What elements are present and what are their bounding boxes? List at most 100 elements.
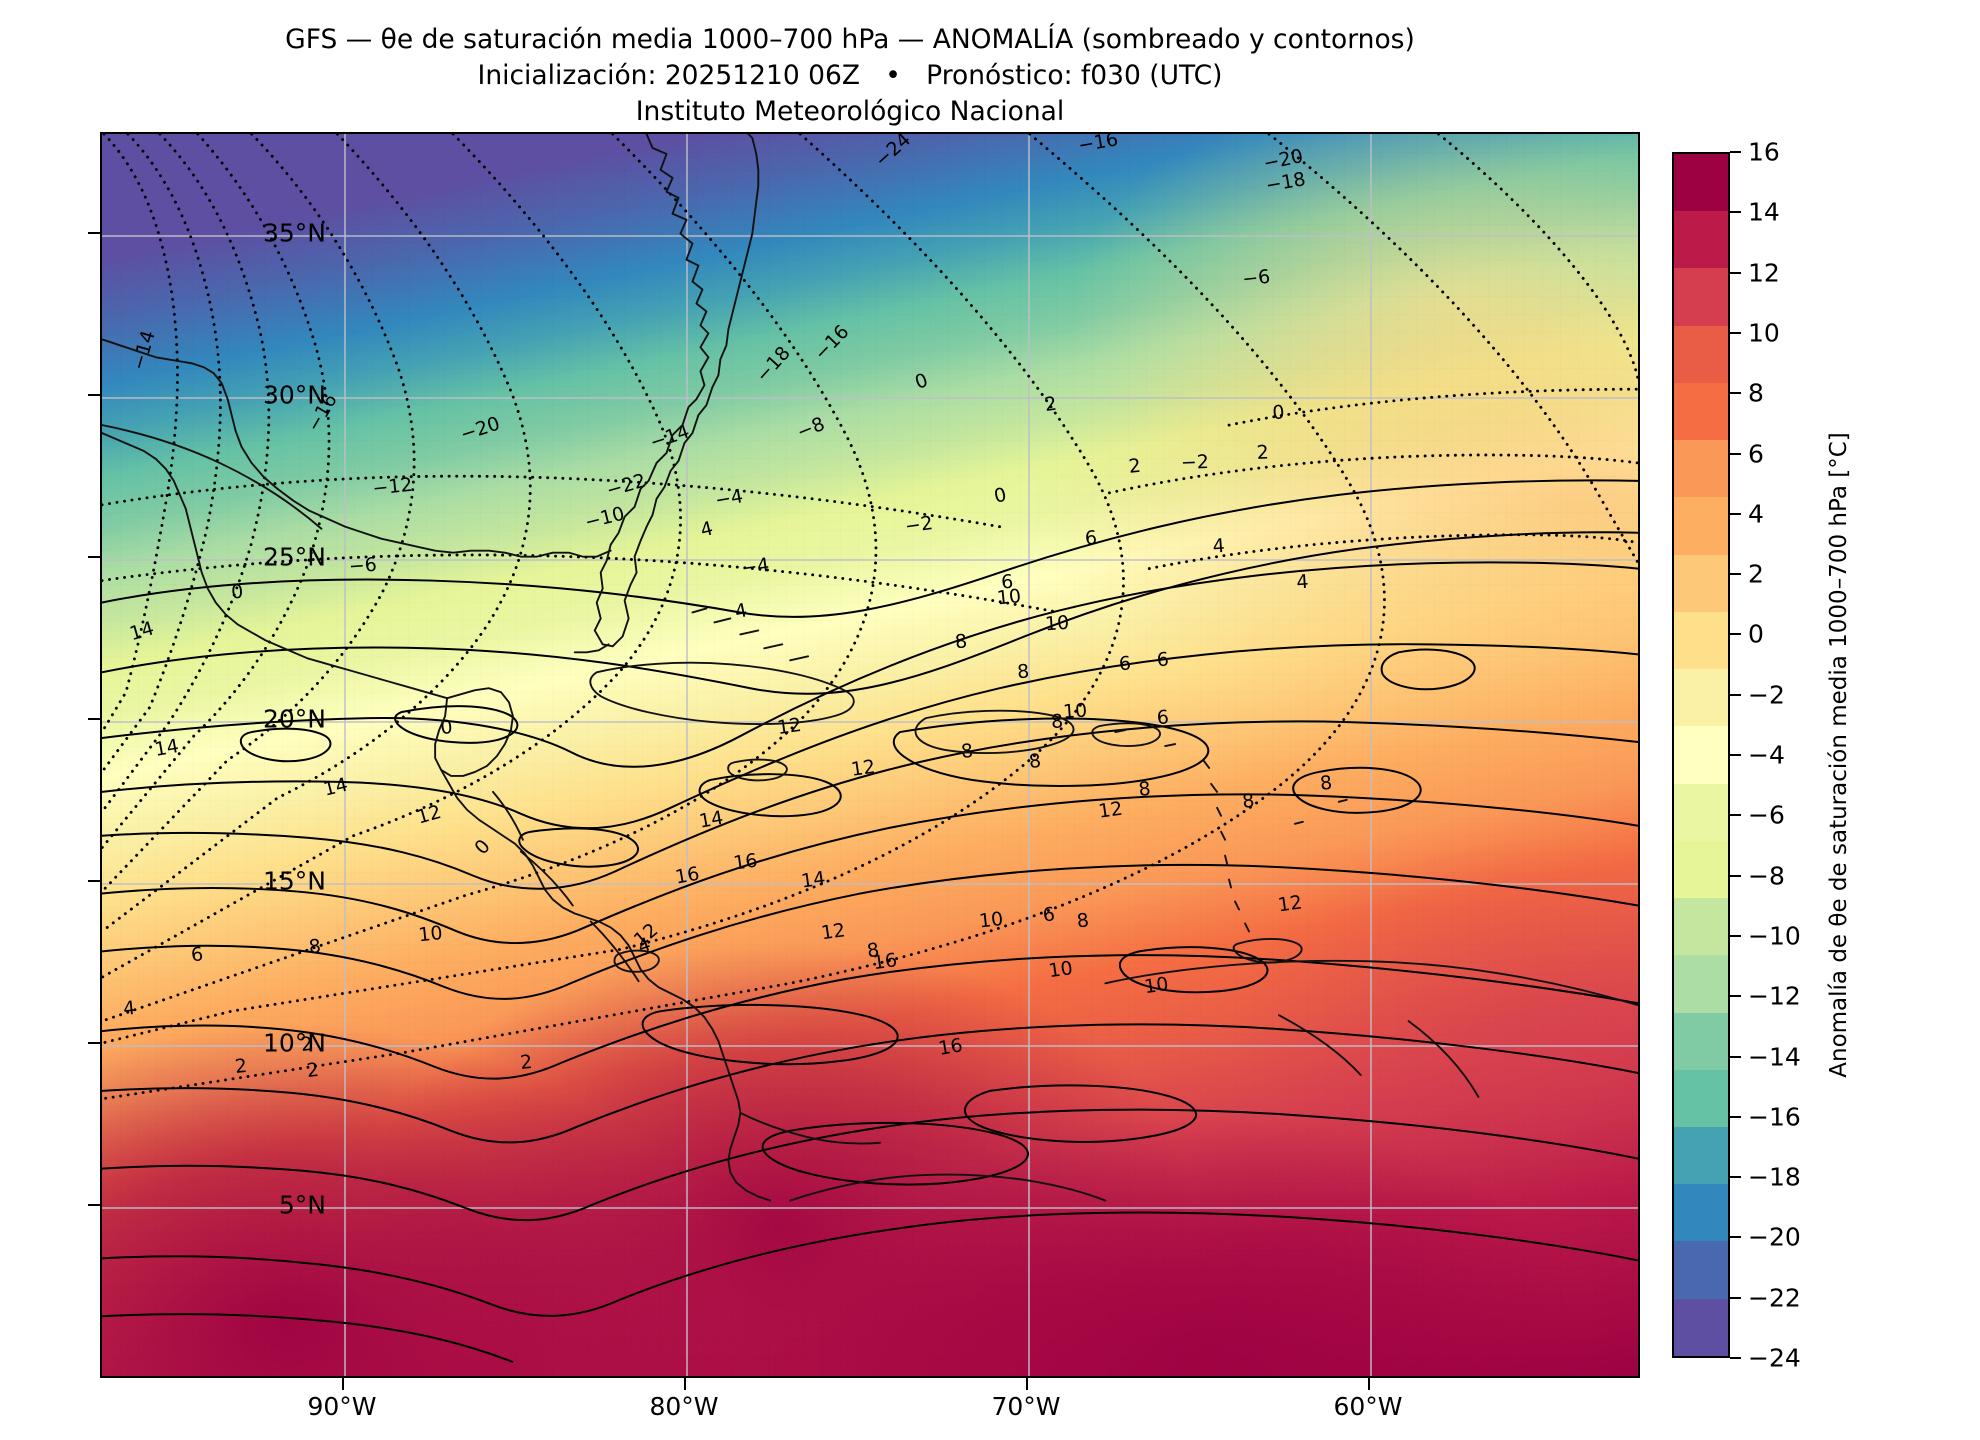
colorbar-tick-mark--24 xyxy=(1730,1357,1741,1359)
colorbar-tick-mark--6 xyxy=(1730,814,1741,817)
colorbar-tick-mark--4 xyxy=(1730,754,1741,756)
ytick-mark-35n xyxy=(88,232,100,234)
colorbar-tick-mark-8 xyxy=(1730,392,1741,395)
colorbar-gradient xyxy=(1674,154,1728,1356)
ytick-mark-10n xyxy=(88,1042,100,1044)
colorbar-tick-mark--18 xyxy=(1730,1176,1741,1179)
colorbar-swatch-10 xyxy=(1674,726,1728,784)
colorbar-tick-mark-10 xyxy=(1730,331,1741,334)
colorbar-tick-mark--16 xyxy=(1730,1115,1741,1118)
colorbar-tick-mark--14 xyxy=(1730,1055,1741,1058)
gridline-lat-5n xyxy=(102,1207,1638,1209)
colorbar-tick-label--16: −16 xyxy=(1748,1102,1801,1132)
colorbar-tick-mark-0 xyxy=(1730,633,1741,636)
gridline-lat-10n xyxy=(102,1045,1638,1047)
ytick-label-20n: 20°N xyxy=(262,704,326,734)
colorbar[interactable] xyxy=(1672,152,1730,1358)
ytick-label-35n: 35°N xyxy=(262,218,326,248)
colorbar-tick-label--6: −6 xyxy=(1748,800,1785,830)
colorbar-swatch-15 xyxy=(1674,1012,1728,1070)
colorbar-tick-mark--10 xyxy=(1730,934,1741,937)
colorbar-tick-label--18: −18 xyxy=(1748,1162,1801,1192)
map-canvas: −14 −16 −20 −12 −6 −22 −14 −10 −4 −4 −18… xyxy=(102,134,1638,1376)
colorbar-swatch-9 xyxy=(1674,669,1728,727)
xtick-mark-70w xyxy=(1026,1378,1028,1390)
colorbar-swatch-20 xyxy=(1674,1298,1728,1356)
colorbar-tick-mark-2 xyxy=(1730,573,1741,576)
colorbar-tick-label-10: 10 xyxy=(1748,318,1780,348)
grid-pixelation-texture xyxy=(102,134,1638,1376)
colorbar-tick-label-8: 8 xyxy=(1748,378,1764,408)
xtick-mark-80w xyxy=(684,1378,686,1390)
colorbar-swatch-7 xyxy=(1674,554,1728,612)
xtick-label-80w: 80°W xyxy=(649,1392,719,1421)
colorbar-swatch-2 xyxy=(1674,268,1728,326)
colorbar-swatch-6 xyxy=(1674,497,1728,555)
colorbar-tick-label--2: −2 xyxy=(1748,680,1785,710)
xtick-mark-60w xyxy=(1368,1378,1370,1390)
map-plot-area[interactable]: −14 −16 −20 −12 −6 −22 −14 −10 −4 −4 −18… xyxy=(100,132,1640,1378)
colorbar-swatch-18 xyxy=(1674,1184,1728,1242)
colorbar-swatch-5 xyxy=(1674,440,1728,498)
colorbar-tick-mark-12 xyxy=(1730,271,1741,274)
colorbar-tick-mark--8 xyxy=(1730,874,1741,877)
colorbar-tick-label--4: −4 xyxy=(1748,740,1785,770)
colorbar-tick-mark--20 xyxy=(1730,1236,1741,1239)
colorbar-tick-mark-16 xyxy=(1730,151,1741,153)
colorbar-tick-label-16: 16 xyxy=(1748,137,1780,167)
gridline-lat-20n xyxy=(102,721,1638,723)
colorbar-tick-label--8: −8 xyxy=(1748,861,1785,891)
colorbar-swatch-1 xyxy=(1674,211,1728,269)
colorbar-swatch-0 xyxy=(1674,154,1728,212)
ytick-label-10n: 10°N xyxy=(262,1028,326,1058)
colorbar-swatch-16 xyxy=(1674,1069,1728,1127)
ytick-label-30n: 30°N xyxy=(262,380,326,410)
colorbar-swatch-8 xyxy=(1674,611,1728,670)
gridline-lon-80w xyxy=(686,134,688,1376)
colorbar-tick-mark--2 xyxy=(1730,693,1741,696)
colorbar-tick-label-4: 4 xyxy=(1748,499,1764,529)
colorbar-tick-label--24: −24 xyxy=(1748,1343,1801,1373)
colorbar-tick-mark-4 xyxy=(1730,512,1741,515)
xtick-label-70w: 70°W xyxy=(991,1392,1061,1421)
colorbar-swatch-13 xyxy=(1674,898,1728,956)
colorbar-tick-mark-14 xyxy=(1730,211,1741,214)
xtick-label-60w: 60°W xyxy=(1333,1392,1403,1421)
ytick-label-25n: 25°N xyxy=(262,542,326,572)
ytick-label-15n: 15°N xyxy=(262,866,326,896)
colorbar-axis-label: Anomalía de θe de saturación media 1000–… xyxy=(1826,432,1852,1078)
xtick-mark-90w xyxy=(342,1378,344,1390)
colorbar-swatch-19 xyxy=(1674,1241,1728,1299)
colorbar-swatch-3 xyxy=(1674,325,1728,383)
colorbar-swatch-17 xyxy=(1674,1126,1728,1185)
title-line-2: Inicialización: 20251210 06Z • Pronóstic… xyxy=(477,59,1223,91)
gridline-lon-60w xyxy=(1370,134,1372,1376)
colorbar-swatch-11 xyxy=(1674,783,1728,841)
colorbar-tick-label--22: −22 xyxy=(1748,1283,1801,1313)
colorbar-swatch-4 xyxy=(1674,382,1728,441)
ytick-mark-15n xyxy=(88,880,100,882)
ytick-mark-30n xyxy=(88,394,100,396)
title-line-3: Instituto Meteorológico Nacional xyxy=(635,95,1065,127)
colorbar-tick-label--20: −20 xyxy=(1748,1222,1801,1252)
chart-title-block: GFS — θe de saturación media 1000–700 hP… xyxy=(0,22,1700,129)
colorbar-tick-label-2: 2 xyxy=(1748,559,1764,589)
title-line-1: GFS — θe de saturación media 1000–700 hP… xyxy=(285,24,1415,55)
ytick-label-5n: 5°N xyxy=(278,1190,326,1220)
colorbar-tick-mark--22 xyxy=(1730,1296,1741,1299)
gridline-lat-30n xyxy=(102,397,1638,399)
colorbar-tick-mark-6 xyxy=(1730,452,1741,455)
gridline-lat-35n xyxy=(102,235,1638,237)
gridline-lon-90w xyxy=(344,134,346,1376)
colorbar-tick-label--14: −14 xyxy=(1748,1042,1801,1071)
colorbar-tick-label-14: 14 xyxy=(1748,197,1780,227)
colorbar-tick-label-12: 12 xyxy=(1748,258,1780,288)
colorbar-tick-label--10: −10 xyxy=(1748,921,1801,951)
colorbar-tick-mark--12 xyxy=(1730,995,1741,998)
colorbar-tick-label-6: 6 xyxy=(1748,439,1764,468)
colorbar-swatch-14 xyxy=(1674,955,1728,1013)
ytick-mark-20n xyxy=(88,718,100,720)
gridline-lat-25n xyxy=(102,559,1638,561)
colorbar-tick-label-0: 0 xyxy=(1748,619,1764,649)
gridline-lon-70w xyxy=(1028,134,1030,1376)
